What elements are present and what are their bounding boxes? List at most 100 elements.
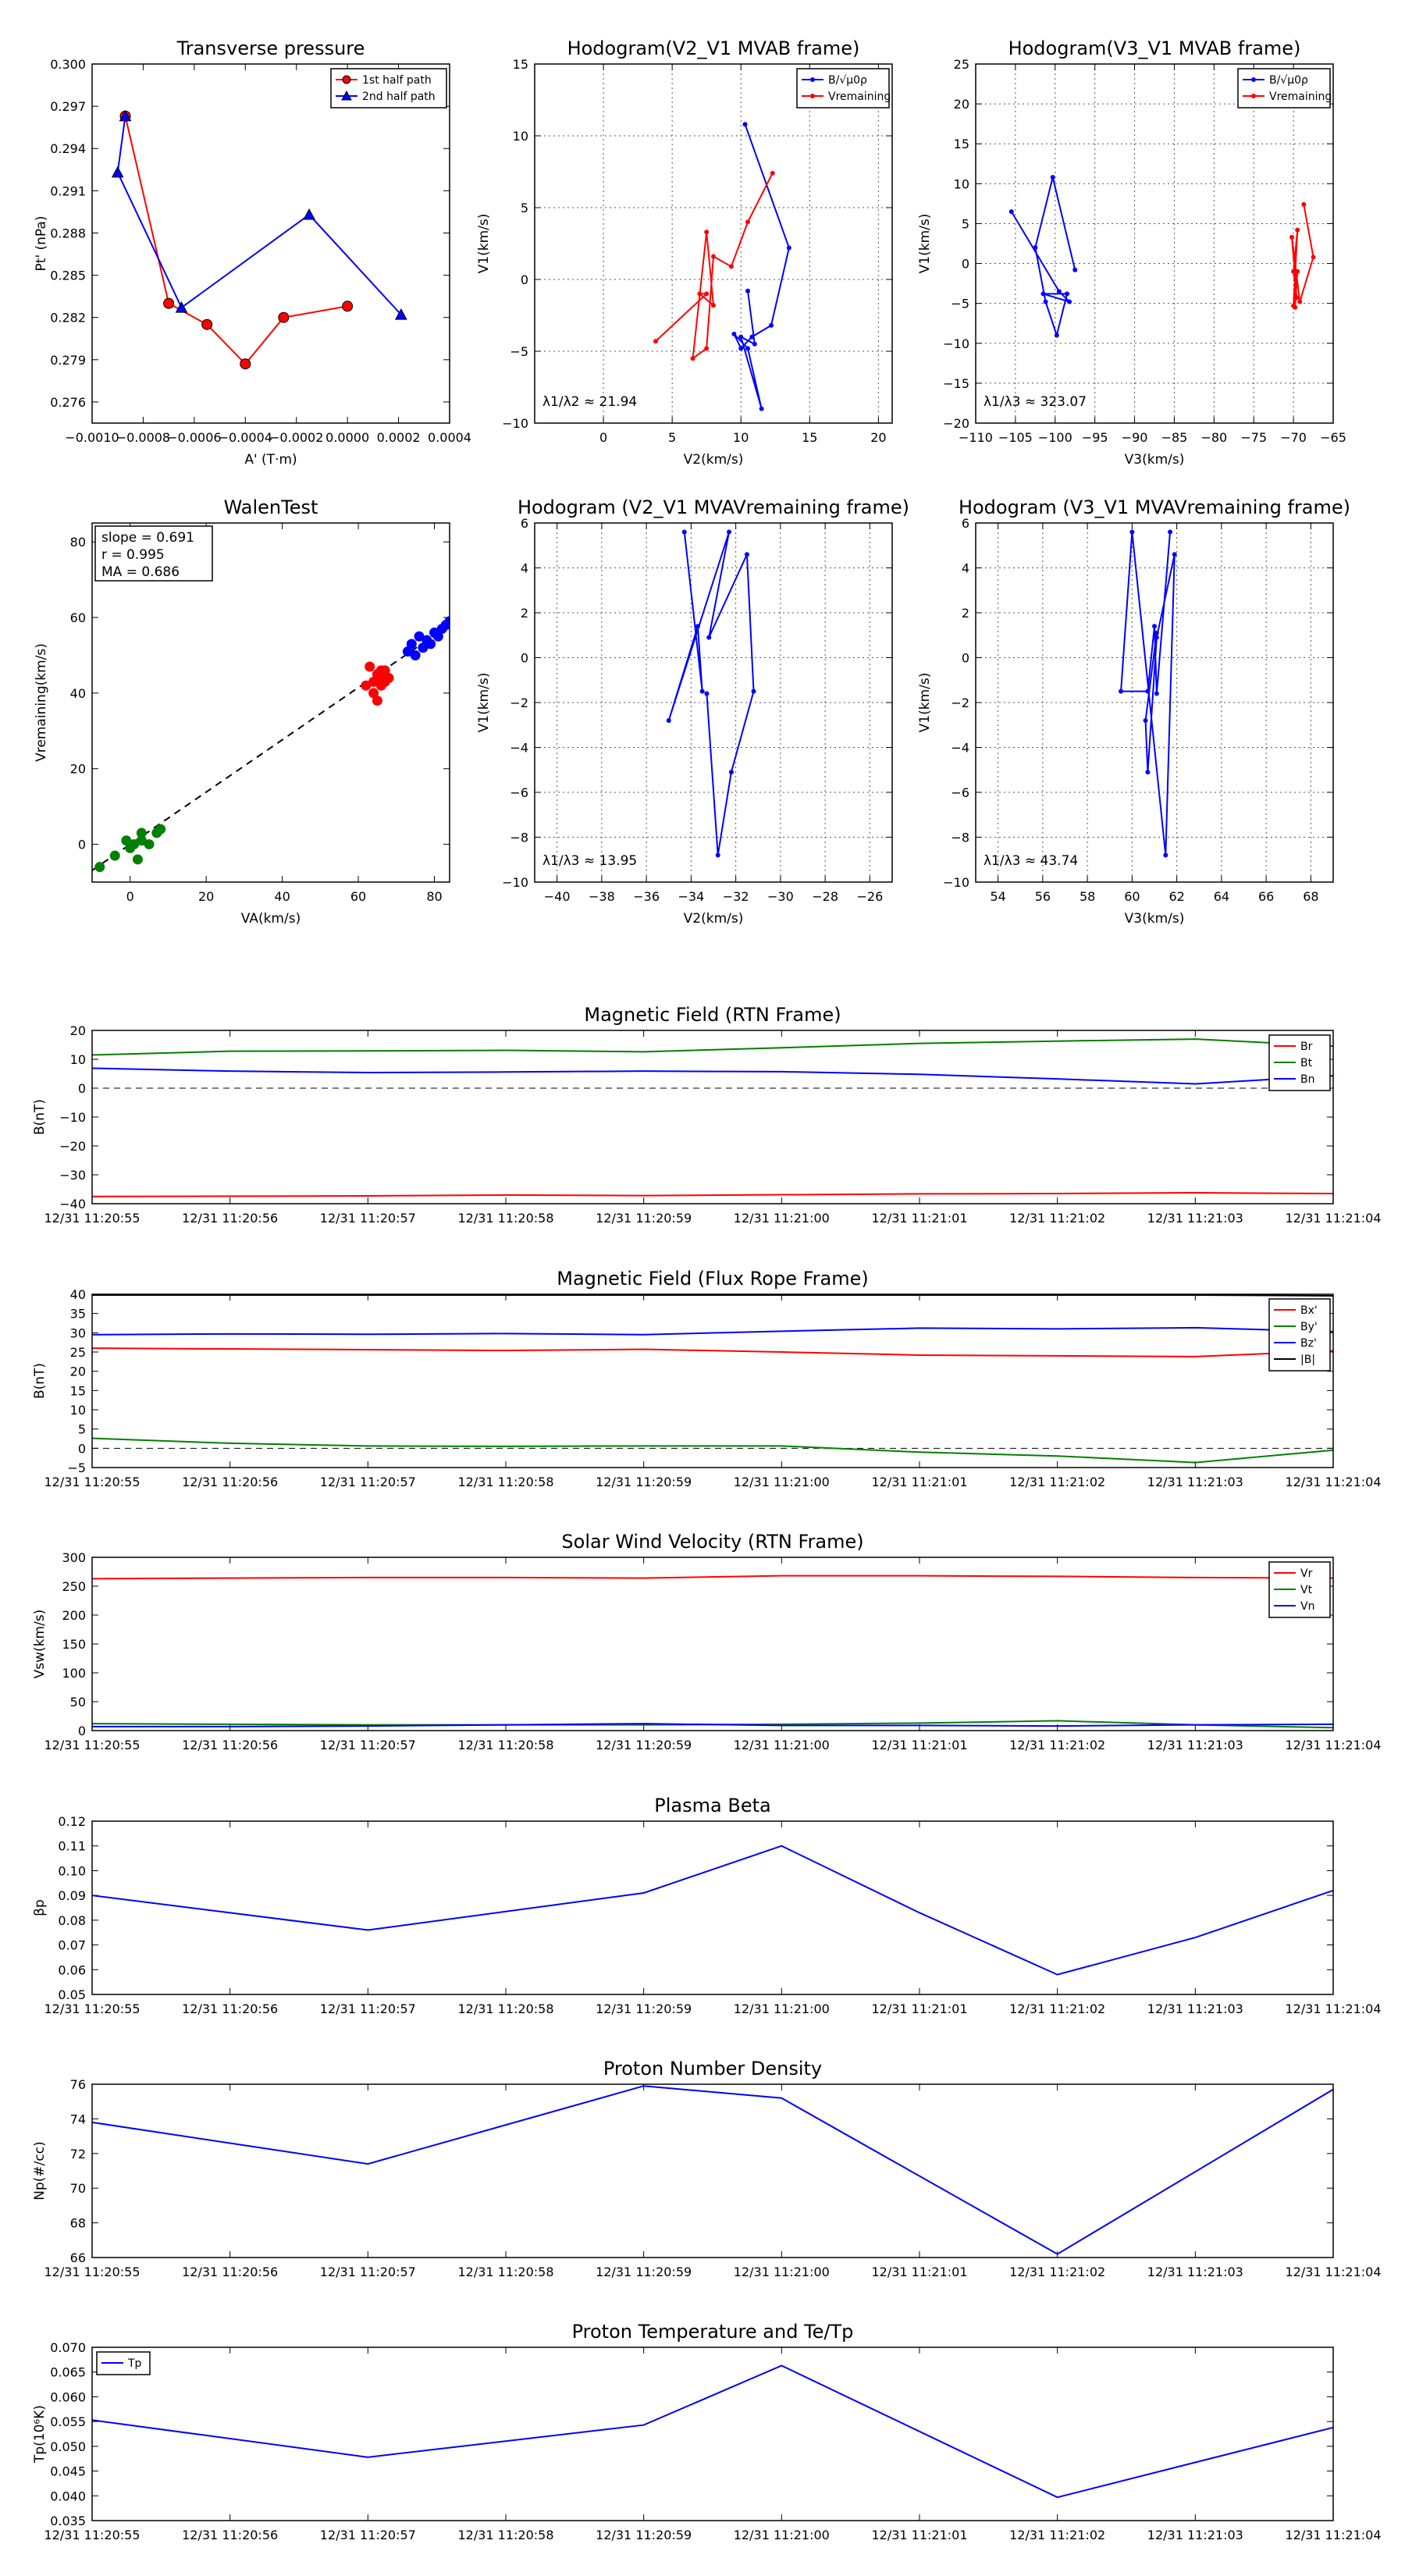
- y-tick-label: −4: [951, 741, 969, 756]
- series-line: [92, 1845, 1333, 1976]
- legend-label: Bt: [1300, 1057, 1313, 1069]
- series-line: [92, 2085, 1333, 2255]
- y-axis-label: V1(km/s): [476, 214, 492, 274]
- x-axis-label: A' (T·m): [244, 452, 297, 468]
- x-axis-label: V3(km/s): [1125, 452, 1185, 468]
- data-point: [728, 264, 734, 269]
- x-axis-label: VA(km/s): [241, 911, 301, 927]
- data-point: [704, 691, 710, 696]
- y-tick-label: 66: [70, 2250, 86, 2265]
- x-tick-label: −110: [959, 430, 993, 445]
- y-tick-label: −10: [502, 416, 528, 431]
- data-point: [1168, 529, 1173, 535]
- data-point: [727, 529, 732, 535]
- series-b-0-: [1008, 175, 1078, 339]
- x-tick-label: 12/31 11:21:03: [1147, 1738, 1243, 1752]
- data-point: [752, 341, 757, 347]
- axes-frame: [91, 522, 450, 883]
- x-tick-label: −38: [589, 889, 615, 904]
- data-point: [1067, 299, 1072, 304]
- legend-label: Tp: [127, 2357, 142, 2370]
- data-point: [711, 303, 716, 308]
- x-tick-label: 64: [1214, 889, 1229, 904]
- chart-title: Solar Wind Velocity (RTN Frame): [561, 1531, 863, 1553]
- y-axis-label: Vremaining(km/s): [34, 643, 49, 762]
- series-vn: [92, 1723, 1333, 1727]
- data-point: [1295, 269, 1300, 274]
- y-tick-label: 0.070: [50, 2340, 86, 2355]
- y-tick-label: −4: [510, 741, 528, 756]
- plot-area: [92, 1845, 1333, 1976]
- x-tick-label: 5: [668, 430, 676, 445]
- y-tick-label: 20: [70, 1023, 86, 1038]
- x-tick-label: 12/31 11:21:01: [871, 2001, 967, 2016]
- y-tick-label: 0.291: [50, 183, 86, 198]
- axes-frame: [975, 63, 1334, 424]
- data-point: [1311, 254, 1316, 260]
- x-tick-label: 66: [1258, 889, 1274, 904]
- data-point: [111, 165, 124, 178]
- series-1st-half-path: [119, 110, 354, 370]
- legend-label: |B|: [1300, 1354, 1315, 1366]
- data-point: [155, 824, 166, 834]
- y-axis-label: V1(km/s): [917, 673, 933, 733]
- y-tick-label: 0.035: [50, 2514, 86, 2528]
- data-point: [1065, 291, 1070, 297]
- data-point: [699, 688, 705, 694]
- y-tick-label: −10: [943, 875, 969, 890]
- x-tick-label: 54: [990, 889, 1005, 904]
- legend-label: Vremaining: [1269, 91, 1332, 103]
- series-line: [92, 1067, 1333, 1085]
- x-tick-label: 12/31 11:20:57: [320, 1211, 416, 1226]
- y-tick-label: 15: [70, 1383, 86, 1398]
- x-tick-label: 0: [599, 430, 607, 445]
- plot-area: [92, 1294, 1333, 1464]
- axes-frame: [91, 2083, 1334, 2258]
- series-group-green: [94, 824, 166, 873]
- x-tick-label: 12/31 11:20:58: [457, 1475, 553, 1489]
- x-tick-label: 12/31 11:21:04: [1285, 2001, 1381, 2016]
- legend-label: Vremaining: [828, 91, 891, 103]
- y-tick-label: 15: [513, 57, 528, 72]
- y-tick-label: 5: [962, 216, 969, 231]
- x-tick-label: 60: [350, 889, 366, 904]
- data-point: [770, 170, 775, 176]
- stats-box: [94, 525, 213, 582]
- x-tick-label: 12/31 11:20:56: [182, 1211, 278, 1226]
- series-hodogram: [1119, 529, 1177, 858]
- y-tick-label: 300: [62, 1550, 86, 1565]
- x-tick-label: 12/31 11:21:03: [1147, 2001, 1243, 2016]
- x-tick-label: 12/31 11:21:02: [1009, 1211, 1105, 1226]
- x-tick-label: 10: [733, 430, 749, 445]
- y-tick-label: 5: [78, 1422, 86, 1437]
- data-point: [697, 291, 702, 297]
- x-tick-label: 12/31 11:21:00: [734, 2265, 830, 2279]
- y-tick-label: 0.294: [50, 141, 86, 156]
- chart-density: Proton Number Density 12/31 11:20:55 12/31…: [32, 2058, 1382, 2279]
- data-point: [1172, 552, 1177, 557]
- data-point: [666, 718, 671, 723]
- data-point: [704, 346, 710, 351]
- data-point: [1152, 624, 1157, 629]
- y-tick-label: 0.10: [58, 1863, 86, 1878]
- x-tick-label: 12/31 11:20:55: [44, 2001, 140, 2016]
- series-vr: [92, 1574, 1333, 1580]
- x-tick-label: 12/31 11:21:01: [871, 1738, 967, 1752]
- data-point: [1050, 175, 1055, 180]
- data-point: [1291, 269, 1297, 274]
- data-point: [768, 322, 774, 328]
- y-tick-label: −40: [59, 1197, 86, 1212]
- x-tick-label: 12/31 11:21:01: [871, 1211, 967, 1226]
- chart-title: Hodogram (V2_V1 MVAVremaining frame): [518, 496, 909, 518]
- y-tick-label: 0.276: [50, 395, 86, 410]
- x-tick-label: 12/31 11:21:03: [1147, 2265, 1243, 2279]
- stats-line: MA = 0.686: [101, 564, 180, 580]
- y-tick-label: 10: [70, 1403, 86, 1418]
- legend-label: Vt: [1300, 1584, 1313, 1596]
- data-point: [342, 301, 354, 312]
- series-bz-: [92, 1326, 1333, 1336]
- x-tick-label: 12/31 11:20:56: [182, 1475, 278, 1489]
- legend-label: Br: [1300, 1041, 1313, 1053]
- chart-title: Hodogram(V3_V1 MVAB frame): [1008, 37, 1301, 59]
- y-axis-label: Tp(10⁶K): [32, 2405, 48, 2464]
